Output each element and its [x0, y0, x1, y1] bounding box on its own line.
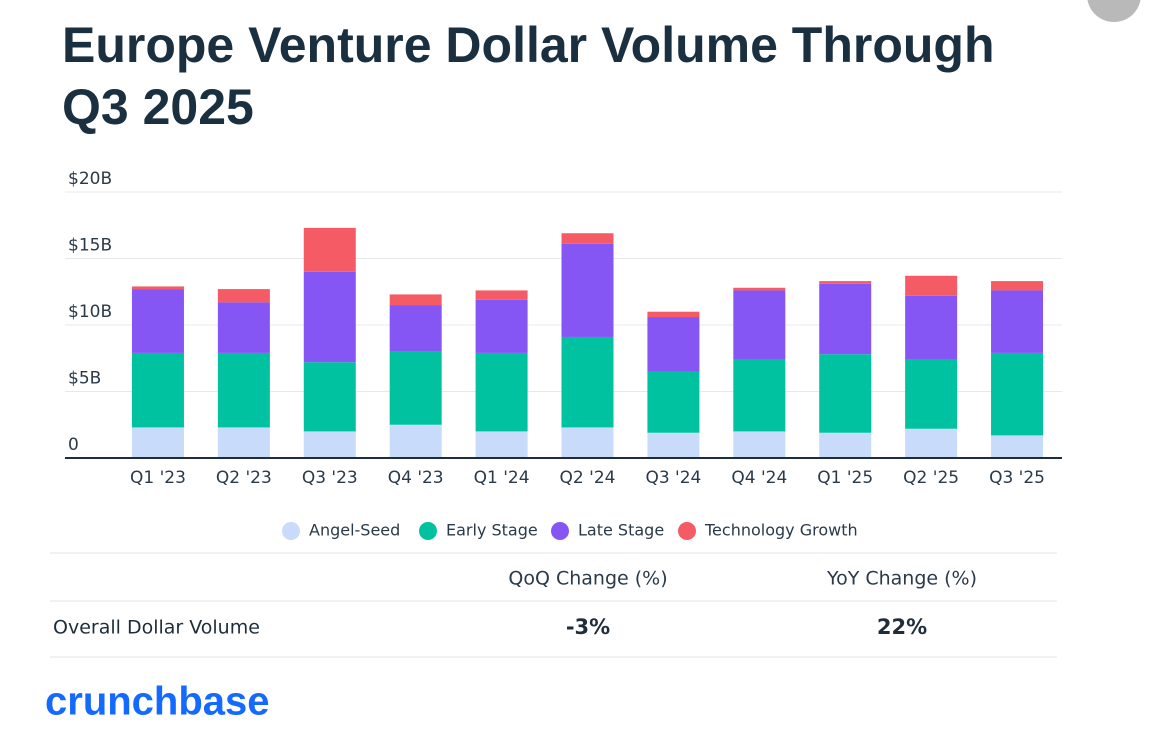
- bar-segment: [389, 424, 442, 458]
- logo: crunchbase: [45, 680, 270, 724]
- table-header: QoQ Change (%): [508, 568, 667, 590]
- y-tick-label: $5B: [68, 369, 101, 389]
- bar-segment: [905, 275, 958, 296]
- bar-segment: [647, 371, 700, 433]
- bar-segment: [991, 352, 1044, 436]
- x-tick-label: Q1 '25: [817, 468, 873, 488]
- bar-segment: [303, 271, 356, 363]
- table-header: YoY Change (%): [826, 568, 977, 590]
- x-tick-label: Q4 '24: [731, 468, 787, 488]
- x-tick-label: Q3 '25: [989, 468, 1045, 488]
- bar-segment: [561, 336, 614, 428]
- bar-segment: [389, 305, 442, 352]
- bar-segment: [733, 287, 786, 291]
- x-tick-label: Q1 '23: [130, 468, 186, 488]
- x-tick-label: Q1 '24: [474, 468, 530, 488]
- bar-segment: [303, 431, 356, 458]
- legend-label: Late Stage: [578, 521, 664, 540]
- x-tick-label: Q2 '24: [560, 468, 616, 488]
- bar-segment: [217, 302, 270, 353]
- bar-segment: [475, 299, 528, 353]
- y-tick-label: $10B: [68, 302, 112, 322]
- legend-marker: [419, 522, 437, 540]
- legend-label: Early Stage: [446, 521, 538, 540]
- bar-segment: [475, 290, 528, 300]
- bar-segment: [561, 233, 614, 244]
- avatar: [1087, 0, 1141, 22]
- bar-segment: [991, 290, 1044, 353]
- bar-segment: [389, 351, 442, 425]
- table-cell: 22%: [877, 615, 927, 639]
- bar-segment: [561, 427, 614, 458]
- bar-segment: [905, 428, 958, 458]
- bar-segment: [991, 435, 1044, 458]
- bar-segment: [561, 243, 614, 337]
- x-tick-label: Q2 '25: [903, 468, 959, 488]
- y-tick-label: $15B: [68, 236, 112, 256]
- legend-label: Technology Growth: [704, 521, 858, 540]
- bar-segment: [647, 317, 700, 372]
- legend-label: Angel-Seed: [309, 521, 400, 540]
- legend-marker: [551, 522, 569, 540]
- chart-title: Europe Venture Dollar Volume Through Q3 2…: [62, 17, 995, 135]
- bar-segment: [131, 352, 184, 428]
- bar-segment: [905, 295, 958, 360]
- bar-segment: [819, 281, 872, 284]
- bar-segment: [217, 289, 270, 303]
- bar-segment: [733, 431, 786, 458]
- bar-segment: [733, 290, 786, 360]
- bar-segment: [303, 227, 356, 272]
- bar-segment: [991, 281, 1044, 291]
- bar-segment: [733, 359, 786, 432]
- x-tick-label: Q3 '23: [302, 468, 358, 488]
- legend-marker: [282, 522, 300, 540]
- table-cell: -3%: [566, 615, 610, 639]
- bar-segment: [217, 427, 270, 458]
- bar-segment: [475, 431, 528, 458]
- bar-segment: [131, 289, 184, 353]
- bar-segment: [819, 283, 872, 355]
- bar-segment: [217, 352, 270, 428]
- bar-segment: [905, 359, 958, 429]
- legend-marker: [678, 522, 696, 540]
- bar-segment: [475, 352, 528, 432]
- bar-segment: [647, 432, 700, 458]
- y-tick-label: $20B: [68, 169, 112, 189]
- y-tick-label: 0: [68, 435, 79, 455]
- row-label: Overall Dollar Volume: [53, 617, 260, 639]
- bar-segment: [647, 311, 700, 318]
- x-tick-label: Q4 '23: [388, 468, 444, 488]
- x-tick-label: Q3 '24: [645, 468, 701, 488]
- bar-segment: [131, 286, 184, 290]
- bar-segment: [819, 354, 872, 433]
- bar-segment: [131, 427, 184, 458]
- bar-segment: [389, 294, 442, 306]
- x-tick-label: Q2 '23: [216, 468, 272, 488]
- bar-segment: [303, 362, 356, 432]
- bar-segment: [819, 432, 872, 458]
